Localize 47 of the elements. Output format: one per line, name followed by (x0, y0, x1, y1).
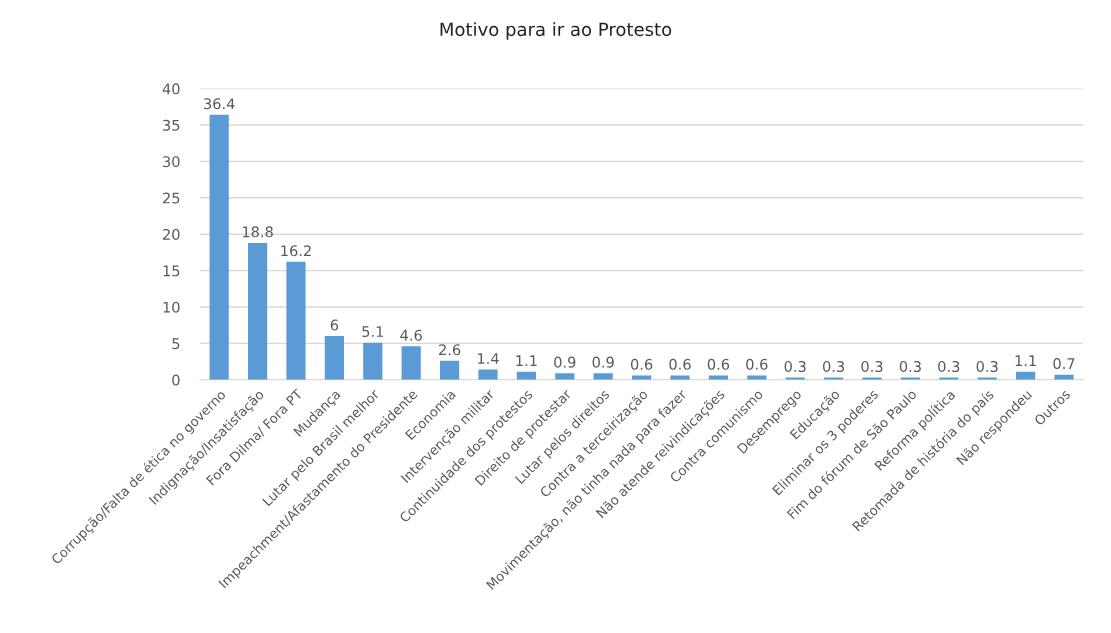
y-tick-label: 0 (172, 374, 180, 386)
y-tick-label: 15 (163, 265, 180, 277)
bar (632, 375, 652, 380)
y-tick-label: 30 (163, 156, 180, 168)
y-tick-label: 10 (163, 301, 180, 313)
bar (670, 375, 690, 380)
bar (363, 342, 383, 380)
data-label: 18.8 (242, 226, 273, 238)
data-label: 0.6 (746, 358, 768, 370)
y-tick-label: 20 (163, 228, 180, 240)
data-label: 0.7 (1053, 358, 1075, 370)
chart-title: Motivo para ir ao Protesto (440, 22, 672, 40)
data-label: 1.1 (516, 355, 537, 366)
data-label: 6 (330, 319, 339, 331)
data-label: 5.1 (362, 326, 384, 338)
data-label: 0.3 (899, 360, 921, 373)
bar (708, 375, 729, 380)
y-tick-label: 40 (162, 83, 180, 95)
bar (286, 261, 306, 380)
data-label: 0.3 (938, 360, 960, 373)
data-label: 4.6 (400, 329, 422, 341)
data-label: 0.3 (861, 360, 883, 373)
data-label: 1.4 (478, 353, 499, 364)
data-label: 0.6 (630, 358, 653, 370)
bar (209, 114, 229, 380)
y-tick-label: 25 (163, 192, 180, 204)
data-label: 36.4 (204, 98, 235, 110)
data-label: 0.3 (822, 360, 845, 373)
data-label: 0.3 (784, 360, 806, 373)
data-label: 0.6 (669, 358, 691, 370)
bar (247, 242, 268, 380)
bar (478, 369, 498, 380)
y-tick-label: 5 (172, 338, 180, 350)
data-label: 2.6 (439, 344, 461, 356)
y-tick-label: 35 (163, 119, 180, 131)
data-label: 0.3 (976, 360, 998, 373)
bar (324, 336, 344, 380)
data-label: 16.2 (281, 245, 311, 257)
data-label: 0.9 (592, 356, 614, 368)
bar (555, 373, 575, 380)
data-label: 1.1 (1015, 355, 1036, 366)
bar (401, 346, 421, 380)
bar (747, 375, 767, 380)
bar (439, 360, 460, 380)
data-label: 0.9 (554, 356, 576, 368)
bar (593, 373, 613, 380)
data-label: 0.6 (707, 358, 730, 370)
